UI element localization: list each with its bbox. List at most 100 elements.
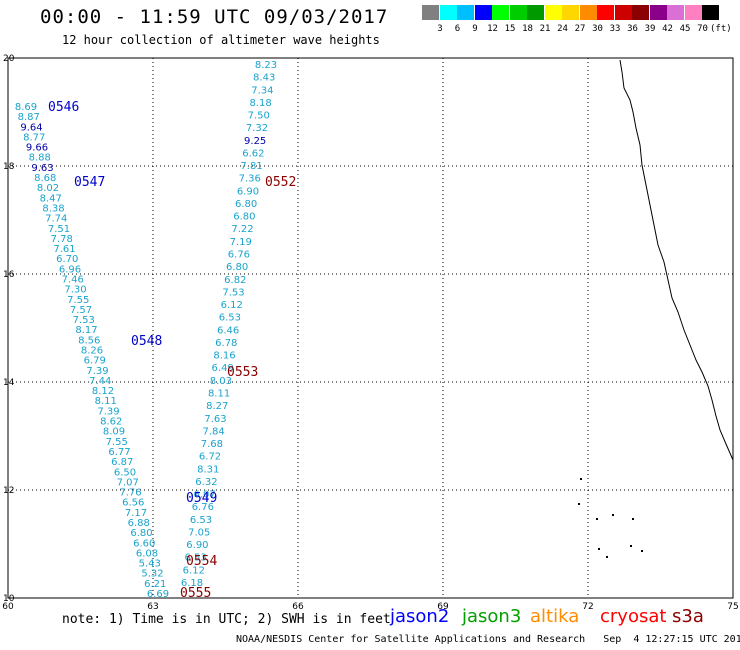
credit-line: NOAA/NESDIS Center for Satellite Applica… xyxy=(236,634,740,645)
pass-a-value: 7.61 xyxy=(53,244,75,255)
lon-label: 66 xyxy=(292,602,304,612)
scale-swatch xyxy=(544,5,562,20)
scale-label: 24 xyxy=(557,24,568,34)
lon-label: 72 xyxy=(582,602,593,612)
pass-b-value: 6.78 xyxy=(215,338,237,349)
pass-b-value: 6.76 xyxy=(192,502,214,513)
legend-s3a: s3a xyxy=(672,606,704,627)
pass-b-value: 6.53 xyxy=(219,313,241,324)
island-mark xyxy=(630,545,632,547)
track-label-0555: 0555 xyxy=(180,586,211,601)
island-mark xyxy=(580,478,582,480)
pass-a-value: 8.68 xyxy=(34,173,56,184)
pass-b-value: 6.80 xyxy=(233,212,255,223)
legend-jason3: jason3 xyxy=(462,606,522,627)
pass-a-value: 8.77 xyxy=(23,132,45,143)
pass-a-value: 8.88 xyxy=(29,153,51,164)
pass-b-value: 6.12 xyxy=(183,565,205,576)
track-label-0548: 0548 xyxy=(131,334,162,349)
pass-b-value: 7.63 xyxy=(204,414,226,425)
pass-a-value: 5.32 xyxy=(141,569,163,580)
scale-label: 42 xyxy=(662,24,673,34)
pass-a-value: 6.08 xyxy=(136,548,158,559)
legend-cryosat: cryosat xyxy=(600,606,667,627)
lat-label: 12 xyxy=(3,486,14,496)
pass-b-value: 6.53 xyxy=(184,553,206,564)
island-mark xyxy=(612,514,614,516)
pass-b-value: 7.50 xyxy=(248,111,270,122)
scale-label: 36 xyxy=(627,24,638,34)
pass-a-value: 7.78 xyxy=(51,234,73,245)
scale-swatch xyxy=(632,5,649,20)
pass-b-value: 6.90 xyxy=(237,186,259,197)
scale-swatch xyxy=(702,5,719,20)
pass-a-value: 7.46 xyxy=(62,274,84,285)
scale-label: 39 xyxy=(644,24,656,34)
axis-labels: 60 63 66 69 72 75 20 18 16 14 12 10 xyxy=(2,54,738,612)
pass-b-value: 7.53 xyxy=(222,287,244,298)
pass-a-value: 6.56 xyxy=(122,498,144,509)
pass-b-value: 8.31 xyxy=(197,464,219,475)
pass-a-value: 6.88 xyxy=(128,518,150,529)
pass-a-value: 7.55 xyxy=(106,437,128,448)
pass-b-value: 6.80 xyxy=(235,199,257,210)
pass-a-value: 7.57 xyxy=(70,305,92,316)
scale-label: 9 xyxy=(472,24,478,34)
pass-a-value: 6.50 xyxy=(114,467,136,478)
pass-a-value: 8.11 xyxy=(95,396,117,407)
pass-b-value: 7.81 xyxy=(240,161,262,172)
pass-b-value: 7.84 xyxy=(203,426,225,437)
island-mark xyxy=(578,503,580,505)
pass-a-value: 8.26 xyxy=(81,346,103,357)
island-mark xyxy=(596,518,598,520)
scale-swatch xyxy=(562,5,579,20)
scale-swatch xyxy=(509,5,527,20)
scale-label: 27 xyxy=(574,24,586,34)
chart-title: 00:00 - 11:59 UTC 09/03/2017 xyxy=(40,6,389,28)
legend-jason2: jason2 xyxy=(390,606,450,627)
scale-label: 30 xyxy=(592,24,603,34)
pass-a-value: 9.63 xyxy=(31,163,53,174)
pass-a-value: 8.09 xyxy=(103,427,125,438)
track-label-0553: 0553 xyxy=(227,365,258,380)
pass-b-value: 6.76 xyxy=(228,250,250,261)
pass-a-value: 8.62 xyxy=(100,417,122,428)
pass-a-value: 6.96 xyxy=(59,264,81,275)
pass-a-value: 6.70 xyxy=(56,254,78,265)
track-label-0549: 0549 xyxy=(186,491,217,506)
pass-b-value: 6.18 xyxy=(181,578,203,589)
pass-b-value: 6.80 xyxy=(226,262,248,273)
scale-swatch xyxy=(527,5,544,20)
pass-b-value: 8.23 xyxy=(255,60,277,71)
pass-a-value: 5.43 xyxy=(139,559,161,570)
scale-swatch xyxy=(439,5,457,20)
island-mark xyxy=(641,550,643,552)
track-label-0547: 0547 xyxy=(74,175,105,190)
pass-b-value: 6.46 xyxy=(217,325,239,336)
scale-label: (ft) xyxy=(710,24,732,34)
pass-b-value: 8.43 xyxy=(253,73,275,84)
pass-a-value: 8.69 xyxy=(15,102,37,113)
pass-b-value: 9.25 xyxy=(244,136,266,147)
pass-b-value: 7.34 xyxy=(251,85,273,96)
scale-swatch xyxy=(492,5,509,20)
pass-b-value: 6.32 xyxy=(195,477,217,488)
pass-a-value: 7.55 xyxy=(67,295,89,306)
lat-label: 10 xyxy=(3,594,15,604)
pass-b-value: 6.62 xyxy=(242,148,264,159)
scale-label: 21 xyxy=(539,24,551,34)
pass-b-value: 6.90 xyxy=(186,540,208,551)
pass-a-value: 7.44 xyxy=(89,376,111,387)
pass-a-value: 7.39 xyxy=(97,406,119,417)
lon-label: 63 xyxy=(147,602,158,612)
pass-a-value: 6.77 xyxy=(108,447,130,458)
scale-swatch xyxy=(474,5,492,20)
scale-label: 70 xyxy=(697,24,708,34)
pass-b-value: 6.07 xyxy=(194,490,216,501)
legend-altika: altika xyxy=(530,606,580,627)
pass-a-value: 7.30 xyxy=(64,285,86,296)
island-mark xyxy=(598,548,600,550)
track-label-0552: 0552 xyxy=(265,175,296,190)
footnote: note: 1) Time is in UTC; 2) SWH is in fe… xyxy=(62,612,391,627)
scale-swatch xyxy=(667,5,684,20)
